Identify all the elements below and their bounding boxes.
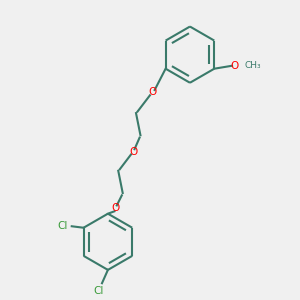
Text: CH₃: CH₃ (245, 61, 261, 70)
Text: O: O (129, 147, 137, 157)
Text: Cl: Cl (57, 221, 67, 231)
Text: O: O (148, 87, 156, 98)
Text: O: O (230, 61, 238, 71)
Text: O: O (111, 203, 119, 213)
Text: Cl: Cl (94, 286, 104, 296)
